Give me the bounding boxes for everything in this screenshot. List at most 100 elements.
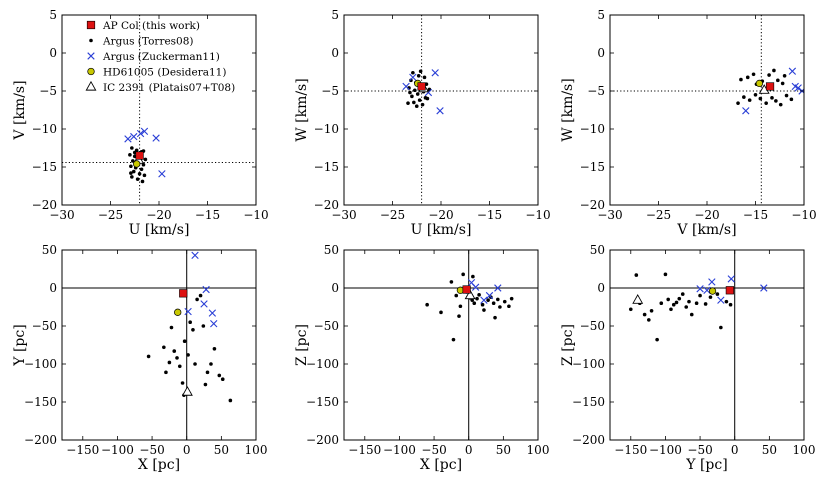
argus-torres08-point bbox=[680, 292, 685, 296]
x-tick-label: −50 bbox=[421, 443, 446, 457]
x-tick-label: −30 bbox=[49, 208, 74, 222]
y-tick-label: 5 bbox=[597, 8, 605, 22]
legend-marker-dot bbox=[89, 38, 93, 43]
y-tick-label: −10 bbox=[314, 122, 339, 136]
argus-torres08-point bbox=[496, 297, 500, 302]
y-tick-label: 50 bbox=[590, 243, 605, 257]
argus-torres08-point bbox=[439, 310, 443, 315]
argus-torres08-point bbox=[130, 175, 134, 179]
argus-torres08-point bbox=[162, 345, 166, 350]
argus-torres08-point bbox=[137, 172, 142, 176]
argus-torres08-point bbox=[205, 370, 210, 375]
legend-label: Argus (Torres08) bbox=[102, 36, 194, 48]
x-tick-label: −30 bbox=[597, 208, 622, 222]
x-tick-label: −15 bbox=[743, 208, 768, 222]
argus-torres08-point bbox=[493, 315, 497, 320]
argus-torres08-point bbox=[461, 272, 465, 277]
y-tick-label: −20 bbox=[314, 198, 339, 212]
x-tick-label: −150 bbox=[348, 443, 381, 457]
x-axis-label: Y [pc] bbox=[685, 457, 727, 473]
argus-torres08-point bbox=[143, 157, 148, 162]
argus-zuckerman11-point bbox=[485, 291, 494, 300]
argus-zuckerman11-point bbox=[191, 251, 199, 260]
argus-torres08-point bbox=[659, 301, 664, 306]
argus-torres08-point bbox=[209, 362, 213, 366]
argus-torres08-point bbox=[649, 309, 654, 313]
argus-zuckerman11-point bbox=[124, 135, 132, 143]
argus-zuckerman11-point bbox=[696, 285, 704, 293]
y-axis-label: Y [pc] bbox=[12, 324, 28, 366]
plot-area-vw bbox=[610, 15, 804, 205]
x-tick-label: −20 bbox=[146, 208, 171, 222]
argus-torres08-point bbox=[689, 312, 694, 317]
argus-torres08-point bbox=[671, 302, 676, 307]
argus-torres08-point bbox=[425, 302, 429, 307]
argus-torres08-point bbox=[172, 349, 177, 353]
argus-torres08-point bbox=[140, 179, 145, 184]
x-tick-label: 100 bbox=[527, 443, 550, 457]
legend-entry-dot: Argus (Torres08) bbox=[89, 36, 194, 48]
axes-frame bbox=[61, 249, 257, 441]
y-tick-label: 0 bbox=[331, 281, 339, 295]
argus-torres08-point bbox=[724, 299, 729, 304]
legend-label: Argus (Zuckerman11) bbox=[102, 51, 220, 63]
argus-torres08-point bbox=[486, 298, 490, 302]
y-tick-label: 0 bbox=[49, 46, 57, 60]
argus-zuckerman11-point bbox=[409, 73, 417, 82]
x-tick-label: 100 bbox=[245, 443, 268, 457]
plot-area-uw bbox=[344, 15, 538, 205]
ap-col-point bbox=[725, 286, 734, 295]
y-tick-label: −15 bbox=[32, 160, 57, 174]
x-tick-label: −25 bbox=[646, 208, 671, 222]
x-tick-label: −100 bbox=[649, 443, 682, 457]
argus-torres08-point bbox=[201, 324, 206, 328]
plot-area-xz bbox=[344, 250, 538, 440]
y-tick-label: −50 bbox=[314, 319, 339, 333]
x-axis-label: V [km/s] bbox=[676, 222, 736, 238]
y-tick-label: 5 bbox=[331, 8, 339, 22]
argus-torres08-point bbox=[767, 73, 771, 77]
x-tick-label: 50 bbox=[762, 443, 777, 457]
argus-torres08-point bbox=[146, 354, 151, 359]
y-tick-label: 0 bbox=[49, 281, 57, 295]
argus-torres08-point bbox=[634, 273, 639, 277]
x-axis-label: U [km/s] bbox=[411, 222, 472, 238]
legend-marker-circle bbox=[87, 67, 95, 76]
argus-torres08-point bbox=[666, 297, 670, 302]
axes-frame bbox=[609, 249, 805, 441]
argus-torres08-point bbox=[411, 70, 415, 75]
ic2391-point bbox=[632, 294, 644, 304]
y-tick-label: 50 bbox=[42, 243, 57, 257]
argus-torres08-point bbox=[739, 77, 743, 82]
y-tick-label: −100 bbox=[306, 357, 339, 371]
y-tick-label: −50 bbox=[580, 319, 605, 333]
y-tick-label: −200 bbox=[572, 433, 605, 447]
argus-torres08-point bbox=[778, 102, 783, 107]
x-axis-label: X [pc] bbox=[138, 457, 180, 473]
argus-torres08-point bbox=[139, 167, 144, 172]
argus-torres08-point bbox=[764, 101, 768, 105]
argus-torres08-point bbox=[480, 302, 485, 307]
ap-col-point bbox=[135, 151, 144, 160]
argus-zuckerman11-point bbox=[130, 132, 138, 141]
x-tick-label: −50 bbox=[139, 443, 164, 457]
argus-zuckerman11-point bbox=[158, 170, 166, 178]
argus-torres08-point bbox=[509, 296, 514, 301]
argus-zuckerman11-point bbox=[200, 300, 208, 308]
axes-frame bbox=[609, 14, 805, 206]
argus-torres08-point bbox=[776, 78, 780, 83]
argus-torres08-point bbox=[422, 75, 427, 80]
argus-torres08-point bbox=[784, 93, 789, 98]
y-tick-label: −100 bbox=[572, 357, 605, 371]
x-tick-label: −10 bbox=[243, 208, 268, 222]
plot-area-uv bbox=[62, 15, 256, 205]
argus-torres08-point bbox=[745, 75, 750, 80]
x-axis-label: X [pc] bbox=[420, 457, 462, 473]
argus-torres08-point bbox=[753, 93, 758, 97]
argus-torres08-point bbox=[770, 96, 774, 100]
argus-torres08-point bbox=[719, 325, 723, 330]
y-tick-label: 0 bbox=[331, 46, 339, 60]
